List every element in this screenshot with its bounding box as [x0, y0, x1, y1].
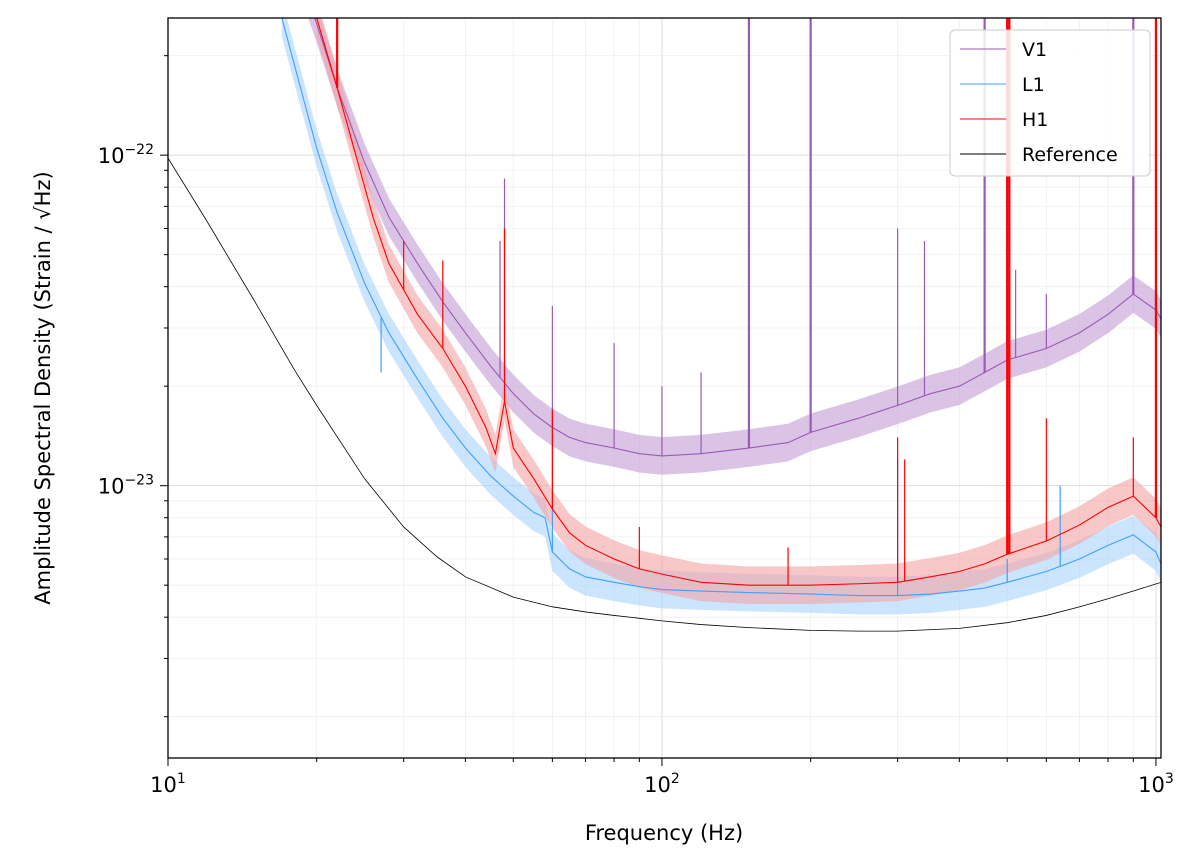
- y-tick-label: 10−23: [98, 473, 154, 499]
- x-axis-label: Frequency (Hz): [585, 821, 743, 845]
- ticks: 101 102 103 10−23 10−22: [98, 55, 1174, 797]
- legend-label-v1: V1: [1022, 39, 1047, 61]
- x-tick-label: 103: [1138, 771, 1174, 797]
- h1-curve: [316, 18, 1161, 586]
- x-tick-label: 102: [644, 771, 680, 797]
- data-layer: [168, 18, 1161, 632]
- legend: V1 L1 H1 Reference: [949, 29, 1151, 177]
- legend-label-reference: Reference: [1022, 144, 1118, 166]
- y-tick-label: 10−22: [98, 142, 154, 168]
- plot-frame: [167, 17, 1162, 759]
- x-tick-label: 101: [150, 771, 186, 797]
- legend-box: [949, 29, 1151, 177]
- legend-label-l1: L1: [1022, 74, 1045, 96]
- l1-curve: [281, 18, 1161, 597]
- reference-curve: [168, 157, 1161, 632]
- y-axis-label: Amplitude Spectral Density (Strain / √Hz…: [31, 171, 55, 604]
- legend-label-h1: H1: [1022, 109, 1048, 131]
- l1-band: [281, 18, 1161, 615]
- h1-band: [316, 18, 1161, 604]
